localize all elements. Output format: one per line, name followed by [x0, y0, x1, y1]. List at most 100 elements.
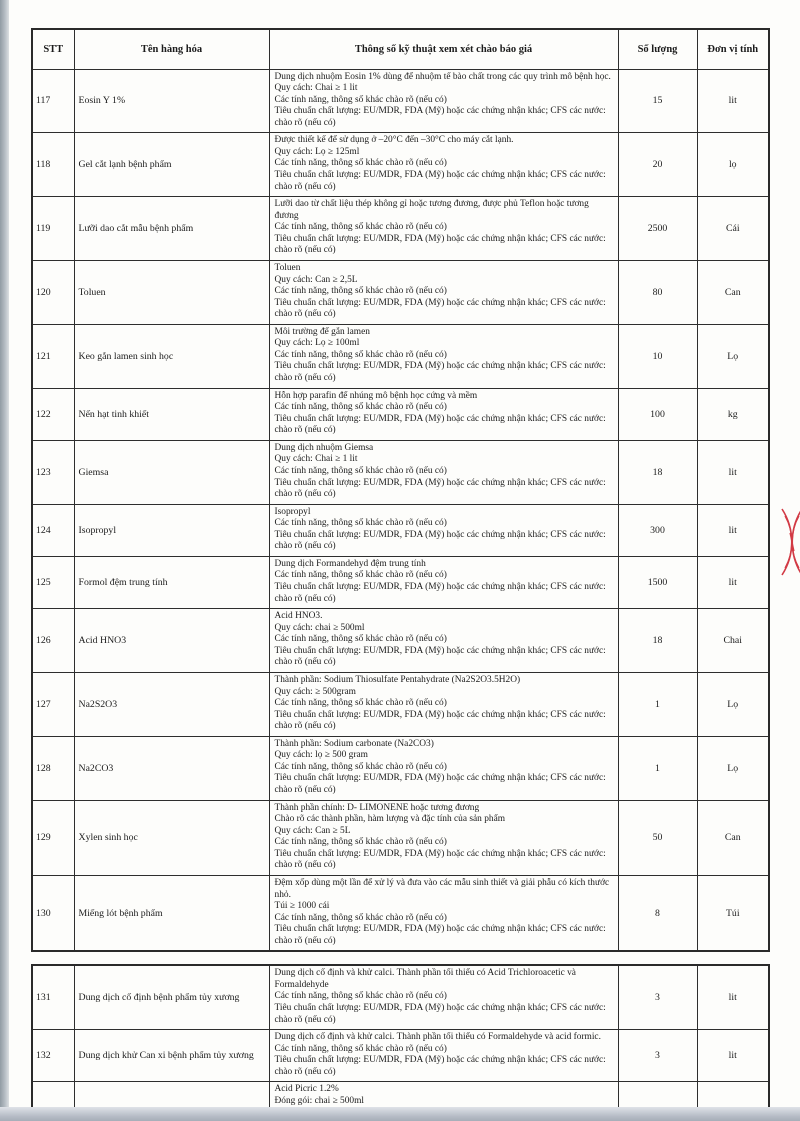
- row-stt: 127: [31, 671, 75, 737]
- row-qty: 300: [617, 503, 698, 557]
- row-name: Na2CO3: [73, 735, 270, 801]
- row-name: Acid HNO3: [73, 608, 270, 673]
- column-header-unit: Đơn vị tính: [696, 28, 770, 70]
- row-spec: Đệm xốp dùng một lần để xử lý và đưa vào…: [268, 874, 619, 952]
- row-unit: lit: [696, 439, 770, 505]
- row-qty: 80: [617, 259, 698, 325]
- row-qty: 2500: [617, 196, 698, 261]
- row-unit: Lọ: [696, 671, 770, 737]
- table-row: 120 Toluen Toluen Quy cách: Can ≥ 2,5L C…: [31, 259, 770, 325]
- items-table-continued: 131 Dung dịch cố định bệnh phẩm tủy xươn…: [31, 964, 770, 1121]
- table-row: 125 Formol đệm trung tính Dung dịch Form…: [31, 555, 770, 610]
- row-spec: Toluen Quy cách: Can ≥ 2,5L Các tính năn…: [268, 259, 619, 325]
- row-unit: lit: [696, 1029, 770, 1083]
- row-name: Lưỡi dao cắt mẫu bệnh phẩm: [73, 196, 270, 261]
- row-spec: Thành phần chính: D- LIMONENE hoặc tương…: [268, 799, 619, 876]
- table-row: 131 Dung dịch cố định bệnh phẩm tủy xươn…: [31, 964, 770, 1031]
- row-unit: lit: [696, 555, 770, 610]
- row-unit: kg: [696, 387, 770, 441]
- row-qty: 18: [617, 439, 698, 505]
- row-stt: 119: [31, 196, 75, 261]
- row-name: Gel cắt lạnh bệnh phẩm: [73, 132, 270, 198]
- row-stt: 118: [31, 132, 75, 198]
- scan-edge-bottom: [0, 1107, 800, 1121]
- row-spec: Acid HNO3. Quy cách: chai ≥ 500ml Các tí…: [268, 608, 619, 673]
- header-row: STT Tên hàng hóa Thông số kỹ thuật xem x…: [31, 28, 770, 70]
- row-spec: Dung dịch cố định và khử calci. Thành ph…: [268, 964, 619, 1031]
- table-section-2: 131 Dung dịch cố định bệnh phẩm tủy xươn…: [31, 964, 770, 1121]
- row-stt: 124: [31, 503, 75, 557]
- table-section-gap: [31, 952, 768, 964]
- column-header-qty: Số lượng: [617, 28, 698, 70]
- row-stt: 123: [31, 439, 75, 505]
- table-row: 118 Gel cắt lạnh bệnh phẩm Được thiết kế…: [31, 132, 770, 198]
- row-unit: lit: [696, 503, 770, 557]
- row-spec: Thành phần: Sodium carbonate (Na2CO3) Qu…: [268, 735, 619, 801]
- row-unit: lit: [696, 68, 770, 134]
- table-row: 123 Giemsa Dung dịch nhuộm Giemsa Quy cá…: [31, 439, 770, 505]
- table-section-1: 117 Eosin Y 1% Dung dịch nhuộm Eosin 1% …: [31, 68, 770, 952]
- row-unit: Can: [696, 799, 770, 876]
- row-unit: Túi: [696, 874, 770, 952]
- table-row: 121 Keo gắn lamen sinh học Môi trường để…: [31, 323, 770, 389]
- row-name: Xylen sinh học: [73, 799, 270, 876]
- row-spec: Dung dịch Formandehyd đệm trung tính Các…: [268, 555, 619, 610]
- row-name: Toluen: [73, 259, 270, 325]
- table-row: 130 Miếng lót bệnh phẩm Đệm xốp dùng một…: [31, 874, 770, 952]
- row-qty: 3: [617, 1029, 698, 1083]
- column-header-spec: Thông số kỹ thuật xem xét chào báo giá: [268, 28, 619, 70]
- table-row: 117 Eosin Y 1% Dung dịch nhuộm Eosin 1% …: [31, 68, 770, 134]
- row-stt: 126: [31, 608, 75, 673]
- row-unit: Chai: [696, 608, 770, 673]
- row-spec: Dung dịch cố định và khử calci. Thành ph…: [268, 1029, 619, 1083]
- row-spec: Lưỡi dao từ chất liệu thép không gỉ hoặc…: [268, 196, 619, 261]
- row-qty: 1: [617, 735, 698, 801]
- row-unit: lọ: [696, 132, 770, 198]
- row-qty: 8: [617, 874, 698, 952]
- row-name: Giemsa: [73, 439, 270, 505]
- row-name: Eosin Y 1%: [73, 68, 270, 134]
- row-spec: Dung dịch nhuộm Eosin 1% dùng để nhuộm t…: [268, 68, 619, 134]
- row-qty: 100: [617, 387, 698, 441]
- table-row: 124 Isopropyl Isopropyl Các tính năng, t…: [31, 503, 770, 557]
- items-table: STT Tên hàng hóa Thông số kỹ thuật xem x…: [31, 28, 770, 953]
- row-spec: Môi trường để gắn lamen Quy cách: Lọ ≥ 1…: [268, 323, 619, 389]
- row-spec: Dung dịch nhuộm Giemsa Quy cách: Chai ≥ …: [268, 439, 619, 505]
- column-header-stt: STT: [31, 28, 75, 70]
- row-name: Na2S2O3: [73, 671, 270, 737]
- row-stt: 131: [31, 964, 75, 1031]
- row-qty: 15: [617, 68, 698, 134]
- row-spec: Hỗn hợp parafin để nhúng mô bệnh học cứn…: [268, 387, 619, 441]
- row-name: Isopropyl: [73, 503, 270, 557]
- row-qty: 1500: [617, 555, 698, 610]
- items-table-wrap: STT Tên hàng hóa Thông số kỹ thuật xem x…: [31, 28, 770, 1121]
- row-stt: 132: [31, 1029, 75, 1083]
- row-unit: Can: [696, 259, 770, 325]
- row-stt: 130: [31, 874, 75, 952]
- row-name: Keo gắn lamen sinh học: [73, 323, 270, 389]
- row-unit: Lọ: [696, 323, 770, 389]
- table-row: 132 Dung dịch khử Can xi bệnh phẩm tủy x…: [31, 1029, 770, 1083]
- row-unit: Cái: [696, 196, 770, 261]
- column-header-name: Tên hàng hóa: [73, 28, 270, 70]
- row-name: Miếng lót bệnh phẩm: [73, 874, 270, 952]
- scan-edge-left: [0, 0, 9, 1121]
- row-spec: Isopropyl Các tính năng, thông số khác c…: [268, 503, 619, 557]
- row-qty: 50: [617, 799, 698, 876]
- row-name: Formol đệm trung tính: [73, 555, 270, 610]
- row-qty: 3: [617, 964, 698, 1031]
- row-qty: 10: [617, 323, 698, 389]
- row-stt: 128: [31, 735, 75, 801]
- row-name: Dung dịch cố định bệnh phẩm tủy xương: [73, 964, 270, 1031]
- table-row: 122 Nến hạt tinh khiết Hỗn hợp parafin đ…: [31, 387, 770, 441]
- row-name: Dung dịch khử Can xi bệnh phẩm tủy xương: [73, 1029, 270, 1083]
- row-spec: Được thiết kế để sử dụng ở –20°C đến –30…: [268, 132, 619, 198]
- table-row: 128 Na2CO3 Thành phần: Sodium carbonate …: [31, 735, 770, 801]
- table-row: 126 Acid HNO3 Acid HNO3. Quy cách: chai …: [31, 608, 770, 673]
- table-row: 129 Xylen sinh học Thành phần chính: D- …: [31, 799, 770, 876]
- row-qty: 1: [617, 671, 698, 737]
- table-row: 127 Na2S2O3 Thành phần: Sodium Thiosulfa…: [31, 671, 770, 737]
- row-stt: 122: [31, 387, 75, 441]
- row-stt: 125: [31, 555, 75, 610]
